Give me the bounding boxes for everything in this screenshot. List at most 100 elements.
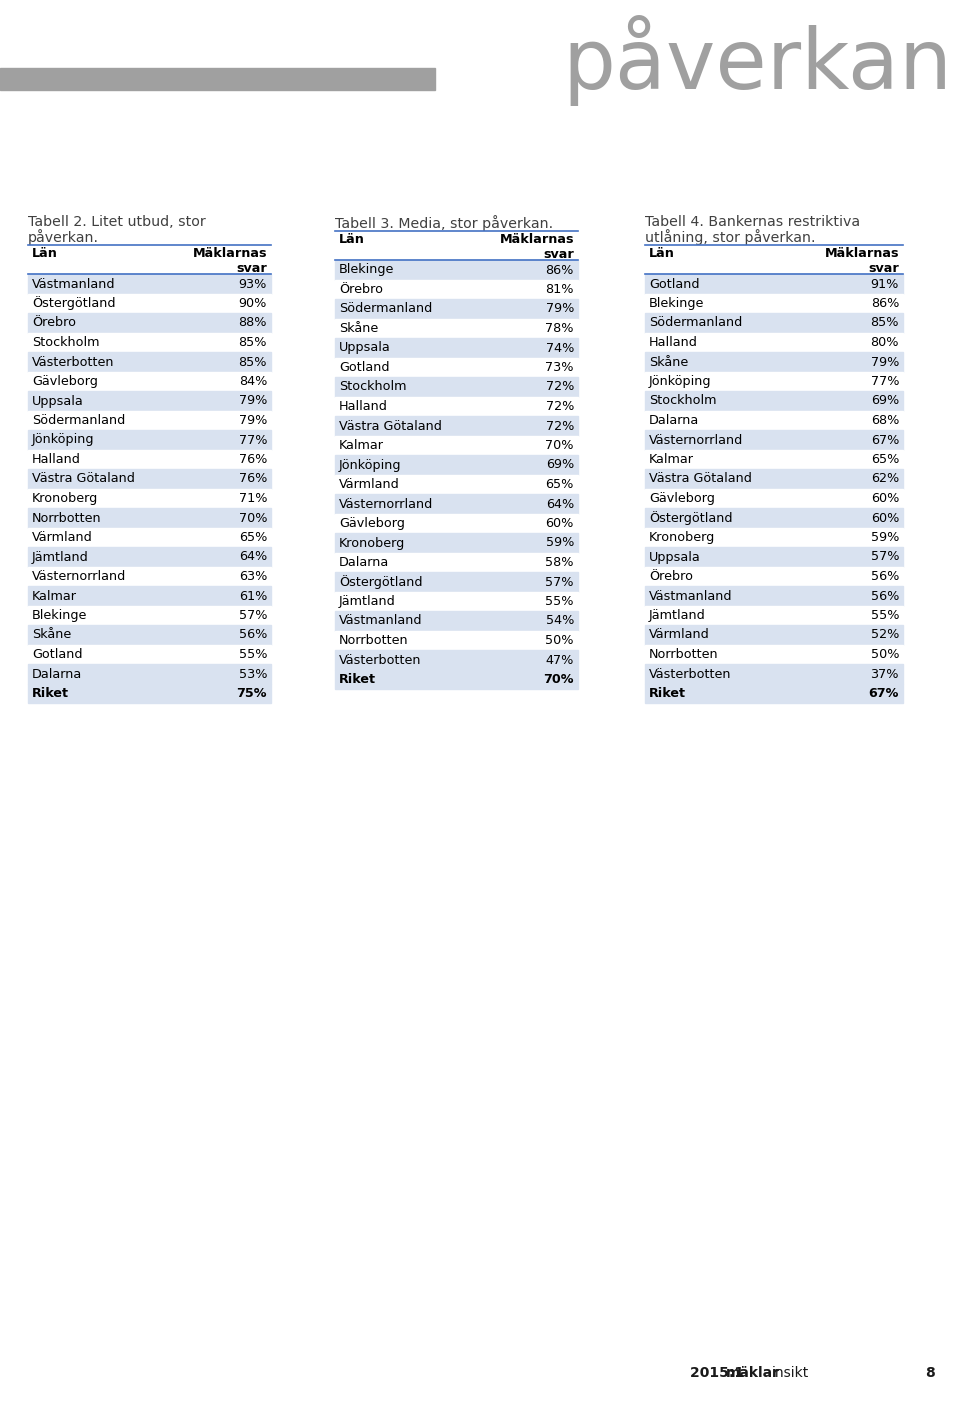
Bar [335,552,578,572]
Text: Jönköping: Jönköping [339,458,401,471]
Bar [645,352,903,372]
Bar [645,566,903,586]
Bar [28,684,271,704]
Bar [28,332,271,352]
Text: Halland: Halland [649,336,698,349]
Text: 8: 8 [925,1366,935,1380]
Text: Tabell 4. Bankernas restriktiva: Tabell 4. Bankernas restriktiva [645,215,860,229]
Text: Halland: Halland [339,400,388,414]
Bar [28,586,271,606]
Bar [28,372,271,391]
Text: 70%: 70% [545,439,574,451]
Text: Västmanland: Västmanland [339,614,422,628]
Bar [28,313,271,332]
Text: Blekinge: Blekinge [32,608,87,622]
Text: Gotland: Gotland [32,648,83,660]
Text: 56%: 56% [239,628,267,642]
Bar [335,456,578,475]
Bar [335,280,578,299]
Text: Dalarna: Dalarna [649,414,699,428]
Text: 91%: 91% [871,278,899,290]
Text: 50%: 50% [545,634,574,646]
Text: Norrbotten: Norrbotten [649,648,719,660]
Bar [645,684,903,704]
Text: Kronoberg: Kronoberg [32,492,98,505]
Text: 52%: 52% [871,628,899,642]
Text: utlåning, stor påverkan.: utlåning, stor påverkan. [645,229,815,245]
Bar [335,592,578,611]
Text: Gävleborg: Gävleborg [649,492,715,505]
Bar [28,275,271,294]
Text: Västra Götaland: Västra Götaland [32,472,134,485]
Text: 59%: 59% [871,531,899,544]
Text: 59%: 59% [545,537,574,550]
Bar [28,489,271,509]
Text: Östergötland: Östergötland [649,510,732,524]
Text: 65%: 65% [545,478,574,491]
Text: Västerbotten: Västerbotten [339,653,421,666]
Text: 64%: 64% [545,498,574,510]
Text: 71%: 71% [238,492,267,505]
Bar [28,391,271,411]
Text: Mäklarnas
svar: Mäklarnas svar [499,233,574,261]
Text: 57%: 57% [238,608,267,622]
Text: Stockholm: Stockholm [32,336,100,349]
Text: 85%: 85% [238,356,267,369]
Bar [28,430,271,450]
Text: 79%: 79% [545,303,574,315]
Text: 60%: 60% [871,512,899,524]
Text: 61%: 61% [239,589,267,603]
Text: 75%: 75% [236,687,267,700]
Text: 50%: 50% [871,648,899,660]
Bar [645,294,903,313]
Text: 69%: 69% [545,458,574,471]
Bar [28,566,271,586]
Bar [335,338,578,358]
Bar [335,631,578,651]
Text: 68%: 68% [871,414,899,428]
Text: 70%: 70% [238,512,267,524]
Text: 77%: 77% [871,374,899,388]
Text: 58%: 58% [545,557,574,569]
Bar [335,436,578,456]
Bar [645,275,903,294]
Bar [28,665,271,684]
Bar [335,572,578,592]
Text: Kalmar: Kalmar [32,589,77,603]
Bar [335,651,578,670]
Text: Län: Län [649,247,675,259]
Text: Blekinge: Blekinge [649,297,705,310]
Text: 56%: 56% [871,571,899,583]
Text: Gävleborg: Gävleborg [339,517,405,530]
Text: 57%: 57% [871,551,899,564]
Bar [335,299,578,318]
Text: 79%: 79% [239,394,267,408]
Text: 73%: 73% [545,360,574,374]
Bar [28,509,271,527]
Text: 65%: 65% [871,453,899,465]
Text: Kronoberg: Kronoberg [649,531,715,544]
Text: Örebro: Örebro [649,571,693,583]
Bar [645,509,903,527]
Text: 55%: 55% [871,608,899,622]
Bar [645,470,903,489]
Text: Jönköping: Jönköping [649,374,711,388]
Text: 72%: 72% [545,380,574,394]
Bar [28,470,271,489]
Bar [335,475,578,495]
Text: Skåne: Skåne [32,628,71,642]
Bar [335,358,578,377]
Text: Västerbotten: Västerbotten [32,356,114,369]
Text: Västerbotten: Västerbotten [649,667,732,680]
Text: Gotland: Gotland [339,360,390,374]
Bar [335,513,578,533]
Text: 53%: 53% [238,667,267,680]
Text: 67%: 67% [869,687,899,700]
Bar [335,416,578,436]
Bar [28,294,271,313]
Bar [335,377,578,397]
Text: Värmland: Värmland [339,478,399,491]
Text: 90%: 90% [239,297,267,310]
Bar [28,645,271,665]
Bar [335,495,578,513]
